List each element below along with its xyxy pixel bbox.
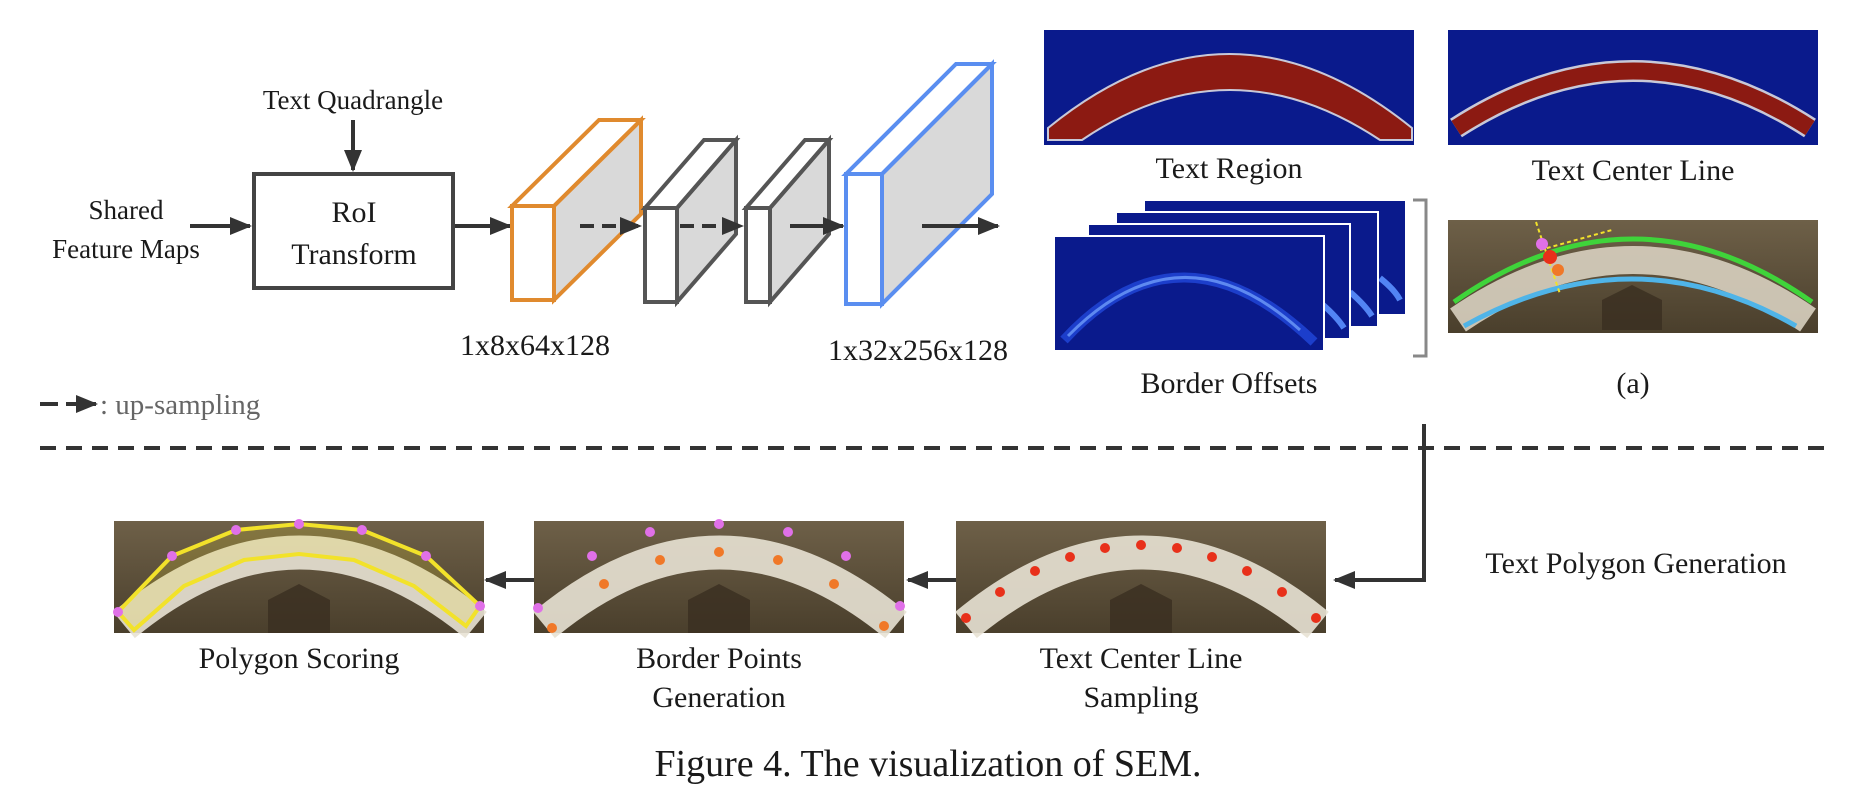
- input-label-line1: Shared: [89, 195, 164, 225]
- quad-label: Text Quadrangle: [263, 85, 443, 115]
- roi-line2: Transform: [291, 238, 417, 271]
- generation-connector: [1333, 424, 1426, 589]
- border-points-photo: [533, 519, 907, 639]
- generation-title: Text Polygon Generation: [1485, 547, 1786, 580]
- feature-block-1: [507, 115, 646, 305]
- tcl-sampling-photo: [955, 521, 1329, 639]
- feature-block-4: [841, 59, 997, 309]
- feature-block-2: [640, 134, 741, 308]
- feature-block-3: [741, 134, 834, 308]
- step1-label-line1: Text Center Line: [1040, 642, 1243, 675]
- border-offsets-stack: [1053, 199, 1407, 352]
- step3-label: Polygon Scoring: [199, 642, 400, 675]
- panel-a-label: (a): [1616, 367, 1649, 400]
- step2-label-line1: Border Points: [636, 642, 802, 675]
- dim-last-label: 1x32x256x128: [828, 334, 1008, 367]
- polygon-scoring-photo: [113, 519, 487, 639]
- figure-caption: Figure 4. The visualization of SEM.: [654, 743, 1201, 785]
- input-label-line2: Feature Maps: [52, 234, 200, 264]
- border-offsets-label: Border Offsets: [1141, 367, 1318, 400]
- panel-a-photo: [1448, 220, 1818, 333]
- text-region-map: [1044, 30, 1414, 145]
- text-center-line-label: Text Center Line: [1532, 154, 1735, 187]
- upsampling-legend: : up-sampling: [40, 389, 260, 421]
- step2-label-line2: Generation: [652, 681, 785, 714]
- roi-line1: RoI: [332, 196, 377, 229]
- input-label: Shared Feature Maps: [52, 195, 200, 264]
- step1-label-line2: Sampling: [1083, 681, 1198, 714]
- upsampling-legend-label: : up-sampling: [100, 389, 260, 421]
- text-center-line-map: [1448, 30, 1818, 145]
- roi-transform-box: RoI Transform: [252, 172, 455, 290]
- dim-first-label: 1x8x64x128: [460, 329, 610, 362]
- text-region-label: Text Region: [1155, 152, 1302, 185]
- border-offsets-bracket: [1413, 198, 1428, 358]
